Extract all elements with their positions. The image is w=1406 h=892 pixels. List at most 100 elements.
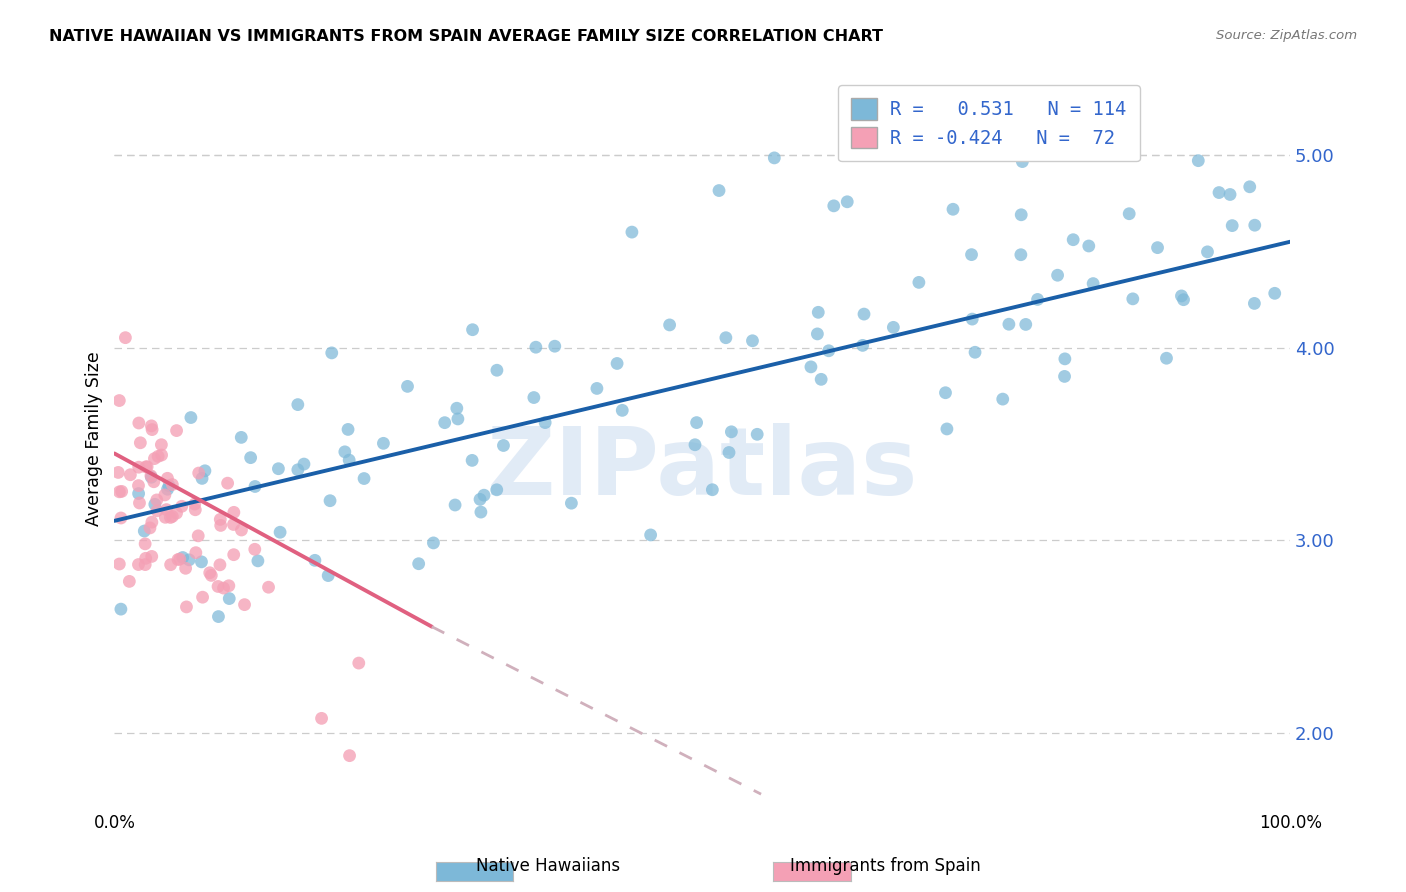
Point bbox=[658, 318, 681, 332]
Point bbox=[586, 381, 609, 395]
Point bbox=[208, 558, 231, 572]
Point bbox=[321, 346, 343, 360]
Point bbox=[319, 493, 342, 508]
Point bbox=[141, 515, 163, 529]
Point bbox=[447, 412, 470, 426]
Point bbox=[882, 320, 904, 334]
Point bbox=[492, 438, 515, 452]
Point bbox=[107, 466, 129, 480]
Point bbox=[207, 609, 229, 624]
Point bbox=[837, 194, 859, 209]
Point bbox=[176, 599, 198, 614]
Point bbox=[243, 479, 266, 493]
Point bbox=[141, 423, 163, 437]
Point bbox=[934, 385, 956, 400]
Point bbox=[1156, 351, 1178, 366]
Point bbox=[960, 312, 983, 326]
Point bbox=[162, 477, 184, 491]
Point bbox=[444, 498, 467, 512]
Point bbox=[337, 453, 360, 467]
Point bbox=[209, 512, 232, 526]
Point bbox=[141, 470, 163, 484]
Point bbox=[485, 363, 508, 377]
Point bbox=[292, 457, 315, 471]
Point bbox=[1015, 318, 1038, 332]
Text: Native Hawaiians: Native Hawaiians bbox=[477, 856, 620, 874]
Point bbox=[408, 557, 430, 571]
Point bbox=[485, 483, 508, 497]
Point bbox=[118, 574, 141, 589]
Point bbox=[806, 326, 828, 341]
Point bbox=[685, 416, 707, 430]
Point bbox=[287, 398, 309, 412]
Point bbox=[468, 492, 491, 507]
Point bbox=[233, 598, 256, 612]
Point bbox=[120, 467, 142, 482]
Point bbox=[128, 478, 150, 492]
Point bbox=[1219, 187, 1241, 202]
Point bbox=[222, 505, 245, 519]
Point bbox=[347, 656, 370, 670]
Point bbox=[353, 471, 375, 485]
Point bbox=[396, 379, 419, 393]
Point bbox=[128, 486, 150, 500]
Point bbox=[316, 568, 339, 582]
Point bbox=[231, 430, 253, 444]
Point bbox=[852, 338, 875, 352]
Point bbox=[333, 445, 356, 459]
Point bbox=[231, 523, 253, 537]
Point bbox=[142, 475, 165, 489]
Point bbox=[1011, 154, 1033, 169]
Point bbox=[433, 416, 456, 430]
Point bbox=[304, 553, 326, 567]
Point bbox=[191, 591, 214, 605]
Point bbox=[942, 202, 965, 217]
Point bbox=[461, 453, 484, 467]
Legend: R =   0.531   N = 114, R = -0.424   N =  72: R = 0.531 N = 114, R = -0.424 N = 72 bbox=[838, 86, 1140, 161]
Point bbox=[524, 340, 547, 354]
Point bbox=[184, 502, 207, 516]
Point bbox=[190, 555, 212, 569]
Point bbox=[446, 401, 468, 416]
Point bbox=[267, 461, 290, 475]
Point bbox=[172, 550, 194, 565]
Point bbox=[1208, 186, 1230, 200]
Point bbox=[155, 502, 177, 516]
Point bbox=[1243, 218, 1265, 232]
Point bbox=[1010, 208, 1032, 222]
Point bbox=[246, 554, 269, 568]
Text: ZIPatlas: ZIPatlas bbox=[486, 423, 918, 515]
Point bbox=[134, 558, 156, 572]
Point bbox=[702, 483, 724, 497]
Point bbox=[239, 450, 262, 465]
Point bbox=[141, 418, 163, 433]
Point bbox=[1026, 293, 1049, 307]
Point bbox=[108, 557, 131, 571]
Point bbox=[187, 466, 209, 480]
Point bbox=[1062, 233, 1084, 247]
Point bbox=[191, 471, 214, 485]
Point bbox=[747, 427, 769, 442]
Point bbox=[146, 492, 169, 507]
Point bbox=[110, 511, 132, 525]
Point bbox=[217, 476, 239, 491]
Point bbox=[128, 460, 150, 475]
Point bbox=[1187, 153, 1209, 168]
Point bbox=[157, 479, 180, 493]
Point bbox=[800, 359, 823, 374]
Point bbox=[523, 391, 546, 405]
Point bbox=[311, 711, 333, 725]
Point bbox=[110, 602, 132, 616]
Point bbox=[179, 553, 201, 567]
Point bbox=[339, 748, 361, 763]
Point bbox=[741, 334, 763, 348]
Point bbox=[114, 331, 136, 345]
Point bbox=[810, 372, 832, 386]
Point bbox=[139, 521, 162, 535]
Point bbox=[853, 307, 876, 321]
Point bbox=[146, 504, 169, 518]
Point bbox=[146, 450, 169, 464]
Point bbox=[620, 225, 643, 239]
Point bbox=[243, 542, 266, 557]
Point bbox=[184, 497, 207, 511]
